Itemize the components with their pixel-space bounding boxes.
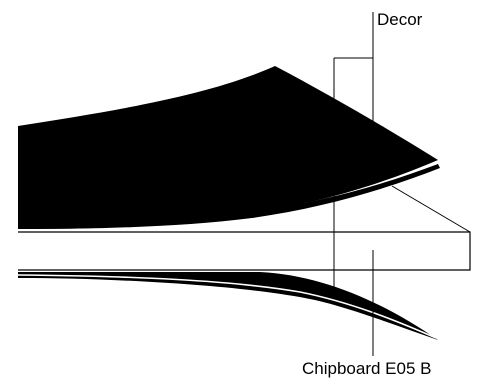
lower-decor-body	[18, 272, 438, 340]
chipboard-core	[18, 231, 471, 271]
leader-upper-right	[391, 185, 471, 233]
upper-decor-bottom-edge	[18, 164, 440, 229]
decor-label: Decor	[377, 10, 423, 29]
chipboard-label: Chipboard E05 B	[302, 359, 432, 378]
lower-decor-white-edge	[17, 274, 437, 339]
upper-decor-body	[18, 66, 438, 229]
